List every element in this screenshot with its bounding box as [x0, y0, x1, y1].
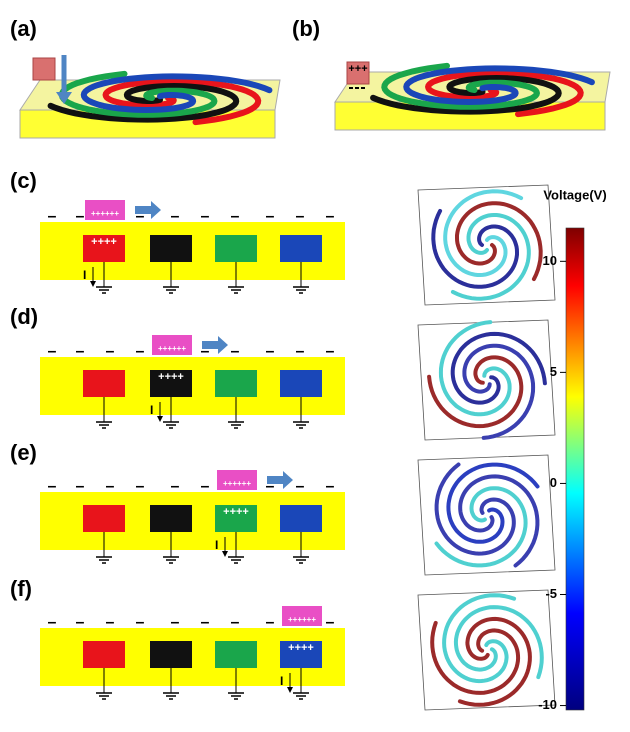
colorbar-tick-label: 0	[550, 475, 557, 490]
electrode	[215, 235, 257, 262]
charge: ++++++	[288, 615, 316, 624]
charge: ++++++	[223, 479, 251, 488]
neg-charge: –	[231, 343, 240, 360]
schematics: –––––––––++++++++++I–––––––––++++++++++I…	[40, 200, 345, 699]
electrode	[150, 505, 192, 532]
panel-label: (b)	[292, 16, 320, 41]
panel-label: (f)	[10, 576, 32, 601]
current: I	[215, 538, 218, 552]
neg-charge: –	[266, 343, 275, 360]
neg-charge: –	[201, 478, 210, 495]
panel-label: (e)	[10, 440, 37, 465]
device-3d: +++	[20, 55, 610, 138]
current: I	[150, 403, 153, 417]
neg-charge: –	[136, 478, 145, 495]
simulations	[418, 185, 555, 710]
charge: ++++	[158, 371, 184, 383]
electrode	[280, 505, 322, 532]
electrode	[215, 370, 257, 397]
charge: ++++	[91, 236, 117, 248]
neg-charge: –	[76, 208, 85, 225]
neg-charge: –	[201, 208, 210, 225]
neg-charge: –	[48, 478, 57, 495]
neg-charge: –	[171, 208, 180, 225]
neg-charge: –	[326, 478, 335, 495]
charge: ++++	[223, 506, 249, 518]
electrode	[83, 370, 125, 397]
electrode	[150, 641, 192, 668]
neg-charge: –	[76, 614, 85, 631]
neg-charge: –	[296, 208, 305, 225]
charge: ++++++	[91, 209, 119, 218]
neg-charge: –	[266, 208, 275, 225]
neg-charge: –	[106, 478, 115, 495]
neg-charge: –	[48, 614, 57, 631]
neg-charge: –	[296, 343, 305, 360]
neg-charge: –	[136, 343, 145, 360]
colorbar-gradient	[566, 228, 584, 710]
neg-charge: –	[326, 614, 335, 631]
electrode	[83, 505, 125, 532]
electrode	[83, 641, 125, 668]
neg-charge: –	[106, 614, 115, 631]
neg-charge: –	[171, 478, 180, 495]
panel-label: (d)	[10, 304, 38, 329]
neg-charge: –	[76, 478, 85, 495]
charge: ++++++	[158, 344, 186, 353]
neg-charge: –	[136, 614, 145, 631]
panel-label: (c)	[10, 168, 37, 193]
electrode	[150, 235, 192, 262]
neg-charge: –	[201, 614, 210, 631]
panel-label: (a)	[10, 16, 37, 41]
electrode	[215, 641, 257, 668]
neg-charge: –	[106, 343, 115, 360]
colorbar-tick-label: -10	[538, 697, 557, 712]
current: I	[280, 674, 283, 688]
colorbar-title: Voltage(V)	[543, 187, 606, 202]
neg-charge: –	[326, 208, 335, 225]
charge: +++	[348, 63, 367, 75]
current: I	[83, 268, 86, 282]
electrode	[280, 235, 322, 262]
charge: ++++	[288, 642, 314, 654]
neg-charge: –	[326, 343, 335, 360]
colorbar-tick-label: 10	[543, 253, 557, 268]
neg-charge: –	[231, 614, 240, 631]
electrode	[280, 370, 322, 397]
neg-charge: –	[48, 343, 57, 360]
cube	[33, 58, 55, 80]
neg-charge: –	[266, 614, 275, 631]
figure: (a) (b) (c) (d) (e) (f) Voltage(V) +++ –…	[0, 0, 630, 732]
colorbar-tick-label: 5	[550, 364, 557, 379]
colorbar-tick-label: -5	[545, 586, 557, 601]
neg-charge: –	[231, 208, 240, 225]
neg-charge: –	[76, 343, 85, 360]
neg-charge: –	[48, 208, 57, 225]
neg-charge: –	[296, 478, 305, 495]
neg-charge: –	[171, 614, 180, 631]
